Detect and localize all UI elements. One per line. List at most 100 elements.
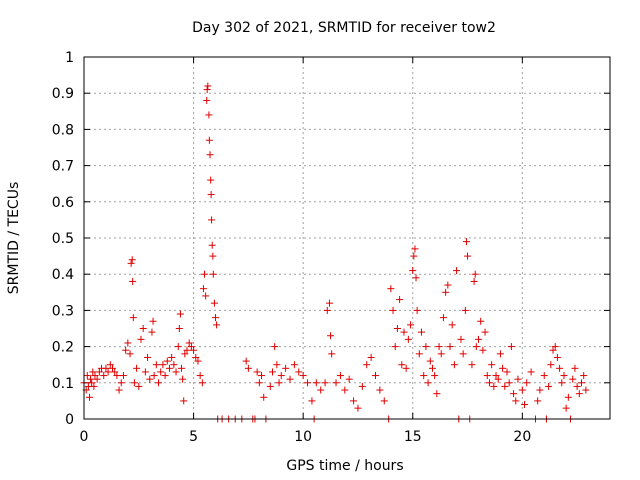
data-point [534,397,542,405]
chart-title: Day 302 of 2021, SRMTID for receiver tow… [192,20,496,36]
data-point [209,252,217,260]
data-point [127,259,135,267]
y-tick-label: 0.6 [52,195,74,211]
data-point [115,386,123,394]
data-point [187,343,195,351]
data-point [124,339,132,347]
data-point [273,361,281,369]
data-point [268,368,276,376]
data-point [402,364,410,372]
data-point [135,382,143,390]
data-point [336,372,344,380]
data-point [208,216,216,224]
data-point [213,321,221,329]
x-tick-label: 15 [404,429,422,445]
data-point [100,372,108,380]
data-point [444,281,452,289]
data-point [183,346,191,354]
data-point [323,306,331,314]
data-point [527,368,535,376]
data-point [367,353,375,361]
y-tick-label: 0 [65,412,74,428]
data-point [380,397,388,405]
y-tick-label: 0.5 [52,231,74,247]
data-point [410,252,418,260]
data-point [350,397,358,405]
data-point [547,361,555,369]
data-point [192,353,200,361]
data-point [159,361,167,369]
data-point [175,325,183,332]
data-point [483,372,491,380]
data-point [556,364,564,372]
data-point [481,328,489,336]
data-point [418,328,426,336]
data-point [119,372,127,380]
data-point [190,346,198,354]
data-point [332,379,340,387]
data-point [485,379,493,387]
y-tick-label: 1 [65,50,74,66]
data-point [391,343,399,351]
data-point [199,285,207,293]
tick-labels: 00.10.20.30.40.50.60.70.80.910 5 10 15 20 [52,50,532,445]
data-point [205,111,213,119]
data-point [133,364,141,372]
data-point [580,372,588,380]
data-point [571,364,579,372]
data-point [157,368,165,376]
data-point [295,368,303,376]
data-point [178,364,186,372]
data-point [258,372,266,380]
data-point [472,343,480,351]
data-point [148,328,156,336]
data-point [106,361,114,369]
y-tick-label: 0.7 [52,159,74,175]
data-point [165,364,173,372]
y-tick-label: 0.4 [52,267,74,283]
data-point [358,382,366,390]
data-point [412,274,420,282]
data-point [117,379,125,387]
data-point [194,357,202,365]
data-point [371,372,379,380]
data-point [428,364,436,372]
data-point [415,350,423,358]
data-point [253,368,261,376]
data-point [341,386,349,394]
data-point [155,379,163,387]
data-point [573,382,581,390]
data-point [413,306,421,314]
data-point [479,346,487,354]
data-point [299,372,307,380]
data-point [104,368,112,376]
data-point [490,382,498,390]
data-point [271,343,279,351]
data-point [172,368,180,376]
data-point [512,397,520,405]
data-point [510,390,518,398]
data-point [113,372,121,380]
data-point [181,350,189,358]
data-point [549,346,557,354]
data-point [518,386,526,394]
data-point [420,372,428,380]
data-point [176,310,184,318]
data-point [321,379,329,387]
data-point [488,361,496,369]
data-point [304,379,312,387]
data-point [242,357,250,365]
data-point [205,136,213,144]
data-point [174,343,182,351]
data-point [505,379,513,387]
data-point [128,256,136,264]
data-point [503,368,511,376]
data-point [437,350,445,358]
data-point [255,379,263,387]
data-point [363,361,371,369]
x-axis-label: GPS time / hours [286,458,403,474]
data-point [210,299,218,307]
data-point [139,325,147,332]
data-point [286,375,294,383]
